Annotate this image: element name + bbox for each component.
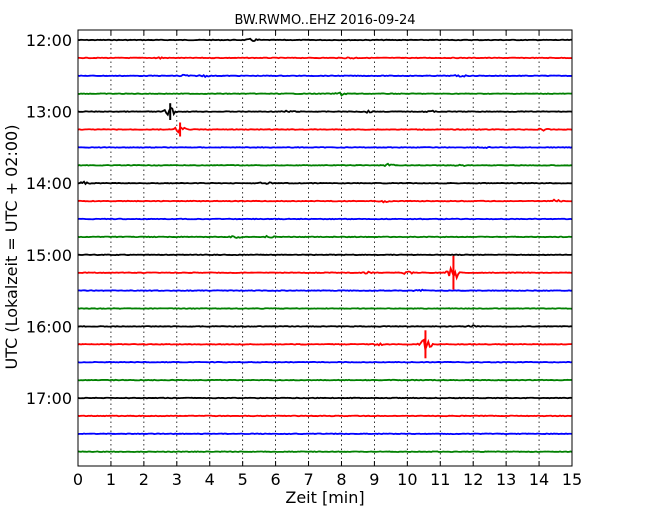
x-tick-label: 1: [106, 470, 116, 489]
seismic-trace: [77, 180, 573, 186]
seismic-trace: [77, 324, 573, 328]
seismic-trace: [77, 234, 573, 239]
seismic-trace: [77, 91, 573, 97]
seismic-trace: [77, 56, 573, 60]
x-tick-label: 14: [529, 470, 549, 489]
x-tick-label: 4: [205, 470, 215, 489]
x-tick-label: 5: [238, 470, 248, 489]
x-tick-label: 10: [397, 470, 417, 489]
seismic-trace: [77, 217, 573, 221]
seismic-trace: [77, 338, 573, 354]
seismic-trace: [77, 73, 573, 79]
chart-title: BW.RWMO..EHZ 2016-09-24: [234, 13, 415, 28]
plot-frame: [77, 29, 573, 467]
y-tick-label: 17:00: [26, 389, 72, 408]
x-axis: 0 1 2 3 4 5 6 7 8 9 10 11 12 13 14 15: [73, 30, 582, 489]
grid: [110, 30, 540, 466]
y-tick-label: 14:00: [26, 174, 72, 193]
x-tick-label: 6: [271, 470, 281, 489]
seismic-trace: [77, 126, 573, 134]
seismic-trace: [77, 265, 573, 281]
seismic-trace: [77, 288, 572, 293]
y-axis: 12:00 13:00 14:00 15:00 16:00 17:00: [26, 31, 572, 408]
seismic-trace: [77, 253, 573, 257]
traces: [77, 37, 573, 453]
x-tick-label: 7: [303, 470, 313, 489]
x-tick-label: 15: [562, 470, 582, 489]
seismic-trace: [77, 414, 573, 418]
x-tick-label: 8: [336, 470, 346, 489]
y-tick-label: 13:00: [26, 103, 72, 122]
seismic-trace: [77, 145, 573, 150]
x-tick-label: 9: [369, 470, 379, 489]
x-tick-label: 2: [139, 470, 149, 489]
x-tick-label: 11: [430, 470, 450, 489]
seismic-trace: [77, 378, 573, 382]
y-tick-label: 16:00: [26, 317, 72, 336]
x-tick-label: 3: [172, 470, 182, 489]
seismic-trace: [77, 37, 573, 42]
y-axis-label: UTC (Lokalzeit = UTC + 02:00): [2, 125, 21, 370]
x-tick-label: 12: [463, 470, 483, 489]
seismic-trace: [77, 162, 573, 168]
seismic-trace: [77, 198, 573, 204]
x-tick-label: 13: [496, 470, 516, 489]
x-tick-label: 0: [73, 470, 83, 489]
seismic-trace: [77, 106, 573, 117]
seismic-trace: [77, 360, 573, 364]
x-axis-label: Zeit [min]: [285, 488, 364, 507]
y-tick-label: 15:00: [26, 246, 72, 265]
seismic-trace: [77, 396, 573, 400]
seismic-trace: [77, 307, 573, 310]
seismic-trace: [77, 450, 573, 453]
y-tick-label: 12:00: [26, 31, 72, 50]
seismic-trace: [77, 432, 573, 436]
